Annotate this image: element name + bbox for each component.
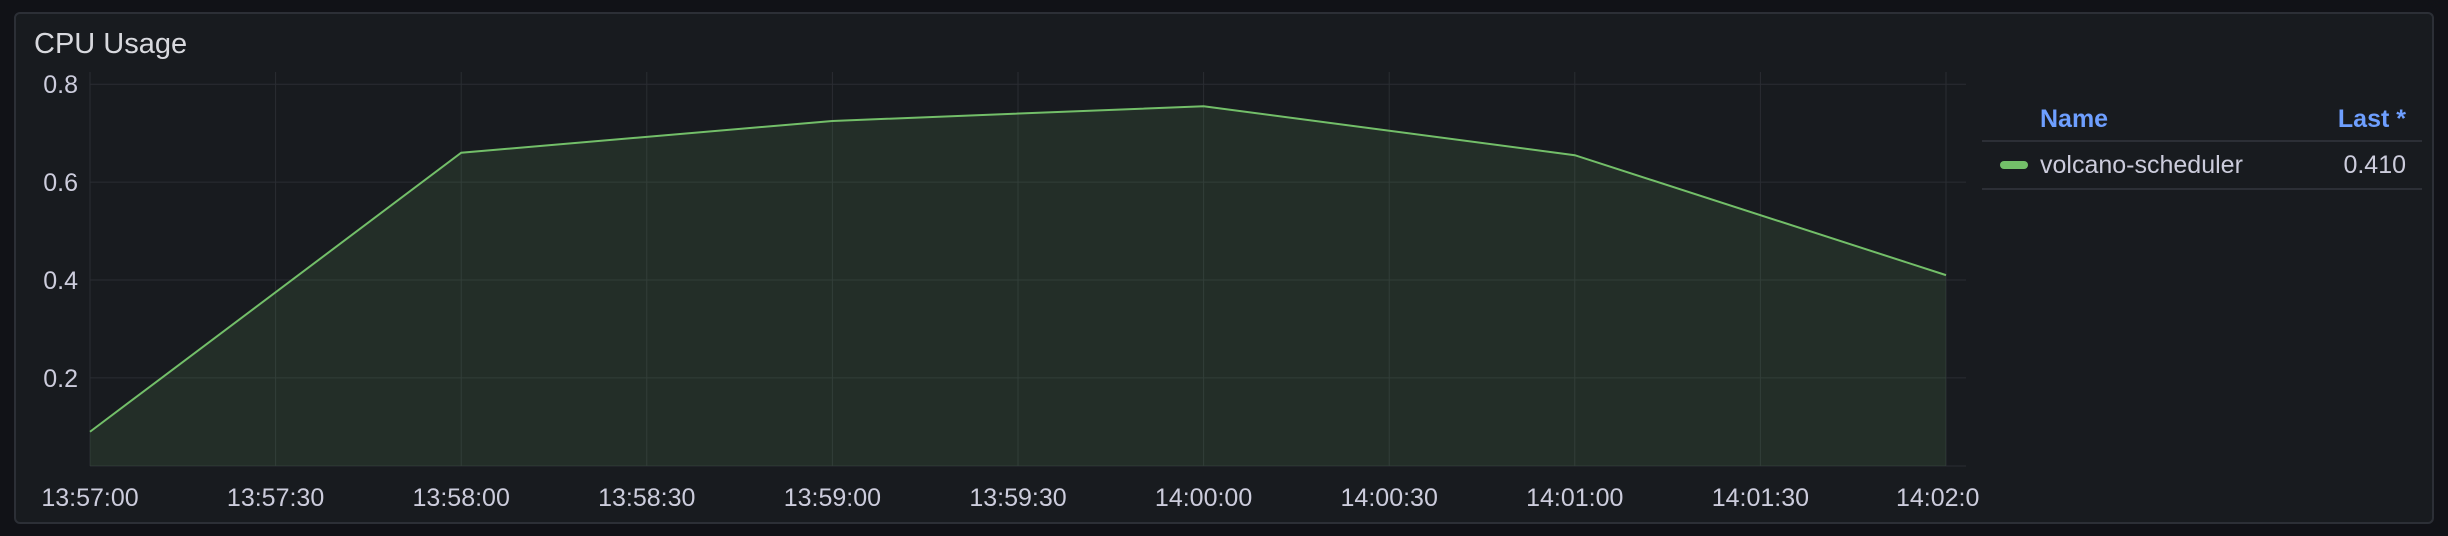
y-axis: 0.8 0.6 0.4 0.2: [43, 71, 78, 393]
x-tick-label: 13:58:00: [413, 484, 510, 512]
y-tick-label: 0.6: [43, 169, 78, 197]
y-tick-label: 0.2: [43, 365, 78, 393]
x-tick-label: 14:01:30: [1712, 484, 1809, 512]
series-line: [89, 105, 1947, 433]
chart-area-layer: [89, 105, 1947, 467]
series-color-swatch: [2000, 161, 2028, 169]
x-tick-label: 14:02:0: [1896, 484, 1979, 512]
x-tick-label: 13:57:00: [41, 484, 138, 512]
x-tick-label: 14:01:00: [1526, 484, 1623, 512]
legend-header: Name Last *: [1982, 98, 2422, 142]
x-tick-label: 14:00:30: [1341, 484, 1438, 512]
x-tick-label: 14:00:00: [1155, 484, 1252, 512]
panel-title[interactable]: CPU Usage: [34, 28, 188, 60]
legend-series-name: volcano-scheduler: [2040, 150, 2243, 179]
cpu-usage-chart: 0.80.60.40.2 13:57:00 13:57:30 13:58:00 13:…: [41, 71, 1979, 512]
y-tick-label: 0.8: [43, 71, 78, 99]
legend-item-volcano-scheduler[interactable]: volcano-scheduler 0.410: [1982, 142, 2422, 190]
x-tick-label: 13:59:30: [969, 484, 1066, 512]
cpu-usage-panel: CPU Usage 0.8 0.6 0.4 0.2 13:57:00 13:57:30 1…: [14, 12, 2434, 524]
x-tick-label: 13:59:00: [784, 484, 881, 512]
x-tick-label: 13:58:30: [598, 484, 695, 512]
x-axis: 13:57:00 13:57:30 13:58:00 13:58:30 13:59:00…: [41, 484, 1979, 512]
y-tick-label: 0.4: [43, 267, 78, 295]
legend-last-value: 0.410: [2343, 150, 2406, 179]
series-area-fill: [90, 106, 1946, 467]
x-tick-label: 13:57:30: [227, 484, 324, 512]
legend-name-header[interactable]: Name: [2040, 104, 2109, 133]
legend-last-header[interactable]: Last *: [2337, 104, 2406, 133]
chart-legend: Name Last * volcano-scheduler 0.410: [1982, 98, 2422, 190]
